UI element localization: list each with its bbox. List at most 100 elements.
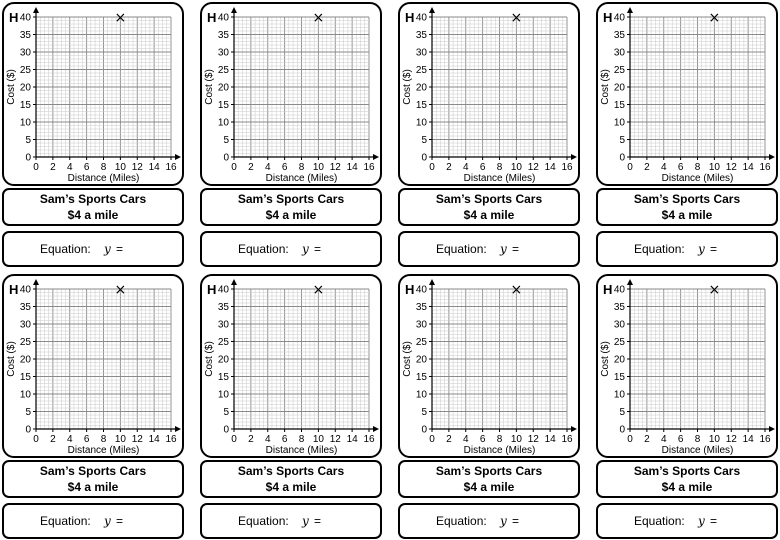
equation-box[interactable]: Equation: y = [398,231,580,267]
x-axis-label: Distance (Miles) [464,445,536,456]
company-name: Sam’s Sports Cars [39,192,147,206]
y-tick-label: 30 [218,48,230,59]
x-tick-label: 12 [528,434,540,445]
y-tick-label: 5 [223,135,229,146]
rate-text: $4 a mile [265,208,317,222]
y-tick-label: 20 [416,83,428,94]
y-axis-label: Cost ($) [600,69,611,105]
equation-sign: = [314,242,322,256]
data-point-marker: × [115,282,127,298]
company-name: Sam’s Sports Cars [435,464,543,478]
equation-box[interactable]: Equation: y = [596,503,778,539]
y-tick-label: 25 [614,337,626,348]
x-tick-label: 16 [165,162,177,173]
graph-panel: 0 2 4 6 8 10 12 14 16 0 5 10 15 20 25 30 35 40 Distance (M… [398,2,580,186]
y-axis-arrow [429,279,435,285]
y-tick-label: 5 [619,135,625,146]
equation-sign: = [314,514,322,528]
y-tick-label: 10 [614,118,626,129]
equation-variable: y [698,514,705,528]
y-axis-label: Cost ($) [6,69,17,105]
y-tick-label: 40 [416,13,428,24]
equation-variable: y [302,514,309,528]
y-tick-label: 25 [416,337,428,348]
y-tick-label: 15 [218,372,230,383]
y-tick-label: 35 [20,30,32,41]
y-tick-label: 15 [20,100,32,111]
y-axis-arrow [429,7,435,13]
pricing-label: Sam’s Sports Cars $4 a mile [398,188,580,226]
graph-panel: 0 2 4 6 8 10 12 14 16 0 5 10 15 20 25 30 35 40 Distance (M… [398,274,580,458]
y-tick-label: 20 [416,355,428,366]
y-tick-label: 15 [218,100,230,111]
x-tick-label: 10 [313,434,325,445]
x-tick-label: 2 [50,434,56,445]
equation-box[interactable]: Equation: y = [200,503,382,539]
pricing-label: Sam’s Sports Cars $4 a mile [398,460,580,498]
x-tick-label: 4 [265,434,271,445]
x-tick-label: 8 [299,434,305,445]
pricing-label: Sam’s Sports Cars $4 a mile [200,188,382,226]
x-tick-label: 8 [497,434,503,445]
x-tick-label: 2 [248,434,254,445]
y-tick-label: 40 [614,13,626,24]
graph-panel: 0 2 4 6 8 10 12 14 16 0 5 10 15 20 25 30 35 40 Distance (M… [596,2,778,186]
equation-box[interactable]: Equation: y = [2,231,184,267]
x-tick-label: 14 [347,162,359,173]
data-point-marker: × [709,282,721,298]
data-point-marker: × [115,10,127,26]
graph-panel: 0 2 4 6 8 10 12 14 16 0 5 10 15 20 25 30 35 40 Distance (M… [2,274,184,458]
x-axis-arrow [571,154,577,160]
x-axis-arrow [769,154,775,160]
y-tick-label: 10 [416,390,428,401]
y-tick-label: 5 [619,407,625,418]
y-axis-label: Cost ($) [204,69,215,105]
x-tick-label: 0 [231,434,237,445]
x-tick-label: 4 [67,434,73,445]
x-axis-arrow [373,426,379,432]
x-tick-label: 8 [695,162,701,173]
y-tick-label: 15 [614,372,626,383]
equation-box[interactable]: Equation: y = [596,231,778,267]
x-tick-label: 10 [511,162,523,173]
x-axis-label: Distance (Miles) [266,445,338,456]
company-name: Sam’s Sports Cars [435,192,543,206]
equation-box[interactable]: Equation: y = [2,503,184,539]
x-tick-label: 4 [463,162,469,173]
y-axis-label: Cost ($) [204,341,215,377]
equation-label: Equation: [238,242,289,256]
equation-label: Equation: [40,242,91,256]
rate-text: $4 a mile [661,480,713,494]
equation-sign: = [710,514,718,528]
y-tick-label: 25 [416,65,428,76]
y-tick-label: 15 [614,100,626,111]
y-tick-label: 0 [619,425,625,436]
y-tick-label: 25 [218,337,230,348]
equation-variable: y [500,514,507,528]
y-tick-label: 30 [20,320,32,331]
graph-panel: 0 2 4 6 8 10 12 14 16 0 5 10 15 20 25 30 35 40 Distance (M… [200,274,382,458]
x-tick-label: 0 [429,162,435,173]
x-tick-label: 4 [661,162,667,173]
x-tick-label: 12 [132,162,144,173]
x-tick-label: 2 [248,162,254,173]
equation-box[interactable]: Equation: y = [398,503,580,539]
y-tick-label: 40 [218,285,230,296]
card-letter: H [9,282,18,297]
y-tick-label: 30 [218,320,230,331]
x-tick-label: 14 [149,434,161,445]
y-tick-label: 30 [614,48,626,59]
y-tick-label: 40 [20,285,32,296]
data-point-marker: × [709,10,721,26]
equation-box[interactable]: Equation: y = [200,231,382,267]
x-tick-label: 4 [661,434,667,445]
x-tick-label: 6 [678,162,684,173]
x-tick-label: 0 [429,434,435,445]
rate-text: $4 a mile [67,480,119,494]
x-tick-label: 10 [709,434,721,445]
